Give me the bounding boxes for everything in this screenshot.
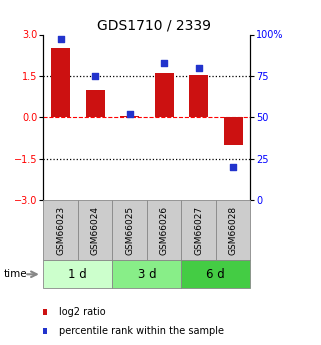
Text: 1 d: 1 d <box>68 268 87 281</box>
Text: GSM66027: GSM66027 <box>194 206 203 255</box>
Bar <box>224 117 243 145</box>
Bar <box>216 200 250 260</box>
Bar <box>86 90 105 117</box>
Bar <box>112 260 181 288</box>
Point <box>58 37 63 42</box>
Text: GSM66028: GSM66028 <box>229 206 238 255</box>
Point <box>92 73 98 79</box>
Text: GSM66026: GSM66026 <box>160 206 169 255</box>
Bar <box>181 200 216 260</box>
Bar <box>78 200 112 260</box>
Text: GSM66023: GSM66023 <box>56 206 65 255</box>
Bar <box>181 260 250 288</box>
Bar <box>189 75 208 117</box>
Bar <box>43 200 78 260</box>
Text: 6 d: 6 d <box>206 268 225 281</box>
Point <box>127 111 132 117</box>
Text: GSM66024: GSM66024 <box>91 206 100 255</box>
Bar <box>155 73 174 117</box>
Bar <box>51 48 70 117</box>
Text: log2 ratio: log2 ratio <box>59 307 106 317</box>
Point <box>230 164 236 170</box>
Text: GDS1710 / 2339: GDS1710 / 2339 <box>97 19 211 33</box>
Bar <box>112 200 147 260</box>
Point <box>196 65 201 70</box>
Bar <box>120 116 139 117</box>
Text: GSM66025: GSM66025 <box>125 206 134 255</box>
Point <box>161 60 167 66</box>
Text: 3 d: 3 d <box>137 268 156 281</box>
Text: percentile rank within the sample: percentile rank within the sample <box>59 326 224 336</box>
Text: time: time <box>3 269 27 279</box>
Bar <box>147 200 181 260</box>
Bar <box>43 260 112 288</box>
